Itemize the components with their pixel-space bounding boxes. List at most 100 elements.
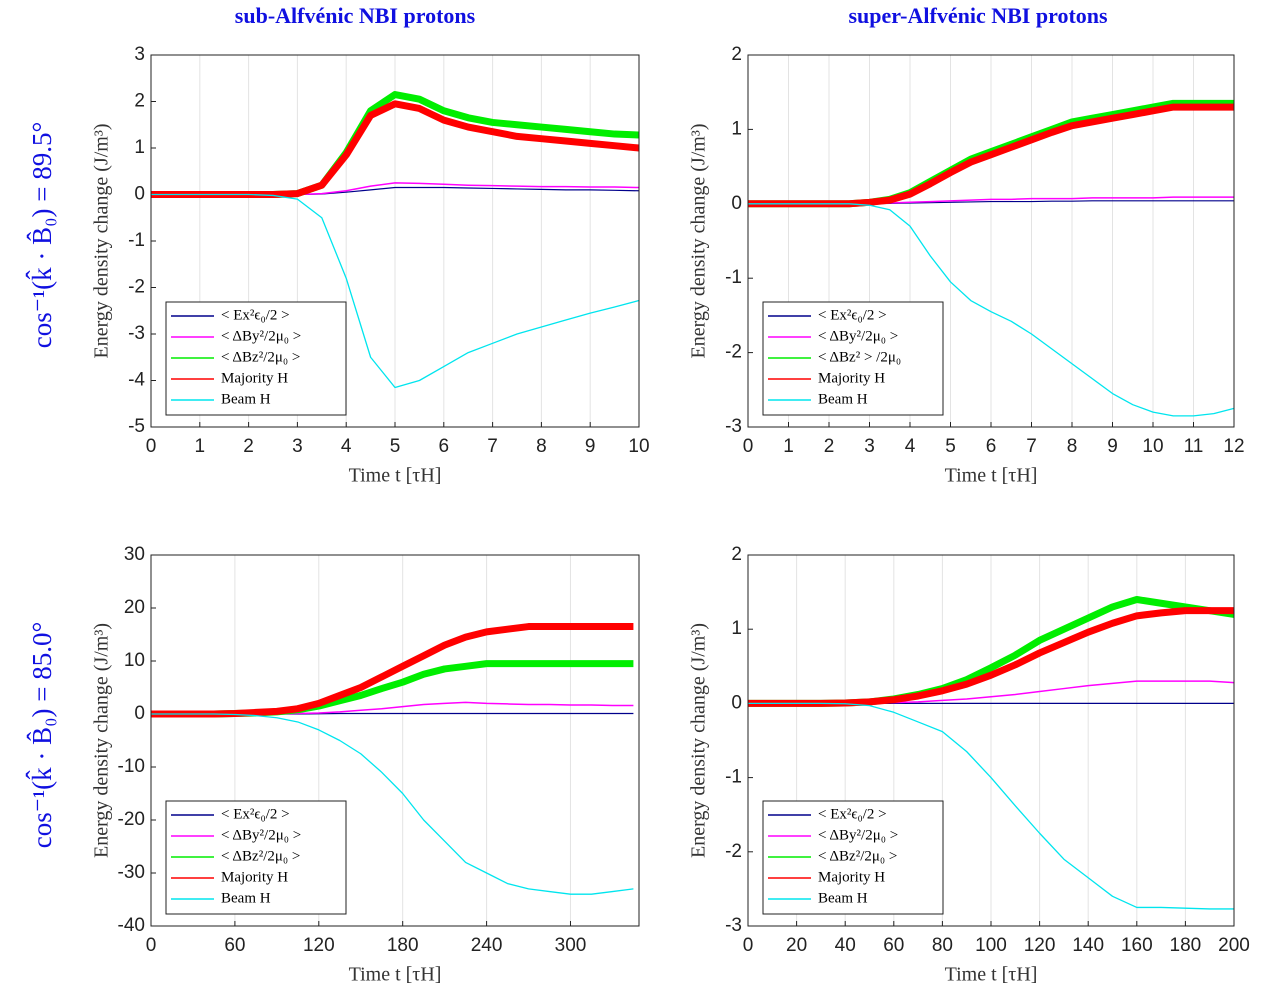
- y-tick-label: -40: [118, 915, 145, 936]
- x-tick-label: 120: [1024, 935, 1056, 956]
- y-tick-label: -2: [725, 342, 742, 363]
- legend: < Ex²ϵ₀/2 > < ΔBy²/2μ₀ > < ΔBz²/2μ₀ > Major…: [165, 301, 347, 416]
- x-tick-label: 120: [303, 935, 335, 956]
- y-tick-label: -4: [128, 370, 145, 391]
- x-tick-label: 60: [224, 935, 245, 956]
- series-line: [151, 193, 640, 389]
- x-tick-label: 4: [341, 436, 352, 457]
- x-tick-label: 10: [1142, 436, 1163, 457]
- x-tick-label: 0: [146, 436, 157, 457]
- x-tick-label: 0: [146, 935, 157, 956]
- y-tick-label: 10: [124, 650, 145, 671]
- x-tick-label: 6: [439, 436, 450, 457]
- legend-label: Majority H: [221, 869, 288, 885]
- legend-label: < ΔBz²/2μ₀ >: [221, 848, 300, 864]
- legend-label: Majority H: [221, 370, 288, 386]
- x-axis-label: Time t [τH]: [945, 964, 1038, 986]
- legend-label: < ΔBy²/2μ₀ >: [221, 328, 301, 344]
- y-tick-label: 30: [124, 544, 145, 565]
- legend-label: < Ex²ϵ₀/2 >: [818, 307, 887, 323]
- axes-frame: [150, 54, 640, 428]
- y-tick-label: 2: [731, 44, 742, 65]
- y-tick-label: -10: [118, 756, 145, 777]
- x-axis-label: Time t [τH]: [349, 465, 442, 487]
- y-tick-label: 0: [731, 193, 742, 214]
- y-tick-label: -2: [725, 841, 742, 862]
- legend-label: Beam H: [221, 391, 271, 407]
- x-tick-label: 3: [292, 436, 303, 457]
- y-tick-label: 2: [731, 544, 742, 565]
- y-tick-label: 0: [134, 184, 145, 205]
- series-line: [748, 702, 1234, 910]
- legend-label: < ΔBy²/2μ₀ >: [221, 827, 301, 843]
- x-axis-label: Time t [τH]: [945, 465, 1038, 487]
- legend-label: Beam H: [818, 391, 868, 407]
- legend-label: < ΔBz²/2μ₀ >: [221, 349, 300, 365]
- legend: < Ex²ϵ₀/2 > < ΔBy²/2μ₀ > < ΔBz² > /2μ₀ Majo…: [762, 301, 944, 416]
- legend-label: Beam H: [818, 890, 868, 906]
- y-tick-label: -3: [128, 323, 145, 344]
- x-tick-label: 180: [1170, 935, 1202, 956]
- x-tick-label: 20: [786, 935, 807, 956]
- y-tick-label: 1: [134, 137, 145, 158]
- y-tick-label: 0: [731, 692, 742, 713]
- x-tick-label: 6: [986, 436, 997, 457]
- column-title: super-Alfvénic NBI protons: [848, 3, 1108, 28]
- legend-label: < Ex²ϵ₀/2 >: [221, 806, 290, 822]
- x-tick-label: 7: [487, 436, 498, 457]
- x-tick-label: 2: [824, 436, 835, 457]
- legend-label: < Ex²ϵ₀/2 >: [818, 806, 887, 822]
- x-tick-label: 12: [1223, 436, 1244, 457]
- x-tick-label: 4: [905, 436, 916, 457]
- x-tick-label: 11: [1184, 436, 1204, 457]
- y-axis-label: Energy density change (J/m³): [91, 123, 113, 358]
- row-label: cos⁻¹(k̂ · B̂₀) = 85.0°: [26, 622, 57, 849]
- x-tick-label: 8: [536, 436, 547, 457]
- y-tick-label: 2: [134, 91, 145, 112]
- x-tick-label: 240: [471, 935, 503, 956]
- legend-label: < ΔBy²/2μ₀ >: [818, 827, 898, 843]
- series-line: [748, 203, 1235, 417]
- x-tick-label: 8: [1067, 436, 1078, 457]
- y-tick-label: -3: [725, 915, 742, 936]
- y-tick-label: 1: [731, 618, 742, 639]
- legend: < Ex²ϵ₀/2 > < ΔBy²/2μ₀ > < ΔBz²/2μ₀ > Major…: [762, 800, 944, 915]
- axes-frame: [747, 54, 1235, 428]
- x-tick-label: 140: [1072, 935, 1104, 956]
- legend-label: < ΔBz²/2μ₀ >: [818, 848, 897, 864]
- x-tick-label: 7: [1026, 436, 1037, 457]
- series-line: [151, 623, 634, 718]
- x-tick-label: 100: [975, 935, 1007, 956]
- y-axis-label: Energy density change (J/m³): [688, 623, 710, 858]
- legend-label: < ΔBy²/2μ₀ >: [818, 328, 898, 344]
- y-tick-label: 3: [134, 44, 145, 65]
- x-tick-label: 1: [195, 436, 206, 457]
- x-tick-label: 40: [835, 935, 856, 956]
- row-label: cos⁻¹(k̂ · B̂₀) = 89.5°: [26, 122, 57, 349]
- y-tick-label: 0: [134, 703, 145, 724]
- x-tick-label: 5: [945, 436, 956, 457]
- axes-frame: [150, 554, 640, 927]
- x-tick-label: 160: [1121, 935, 1153, 956]
- x-tick-label: 180: [387, 935, 419, 956]
- x-tick-label: 0: [743, 935, 754, 956]
- x-tick-label: 0: [743, 436, 754, 457]
- y-tick-label: 20: [124, 597, 145, 618]
- x-axis-label: Time t [τH]: [349, 964, 442, 986]
- y-axis-label: Energy density change (J/m³): [688, 123, 710, 358]
- x-tick-label: 1: [783, 436, 794, 457]
- x-tick-label: 200: [1218, 935, 1250, 956]
- legend-label: < ΔBz² > /2μ₀: [818, 349, 901, 365]
- y-axis-label: Energy density change (J/m³): [91, 623, 113, 858]
- series-line: [151, 713, 634, 895]
- y-tick-label: -1: [725, 267, 742, 288]
- x-tick-label: 9: [585, 436, 596, 457]
- y-tick-label: 1: [731, 118, 742, 139]
- x-tick-label: 10: [628, 436, 649, 457]
- legend-label: Majority H: [818, 370, 885, 386]
- legend-label: Beam H: [221, 890, 271, 906]
- legend-label: Majority H: [818, 869, 885, 885]
- x-tick-label: 60: [883, 935, 904, 956]
- y-tick-label: -20: [118, 809, 145, 830]
